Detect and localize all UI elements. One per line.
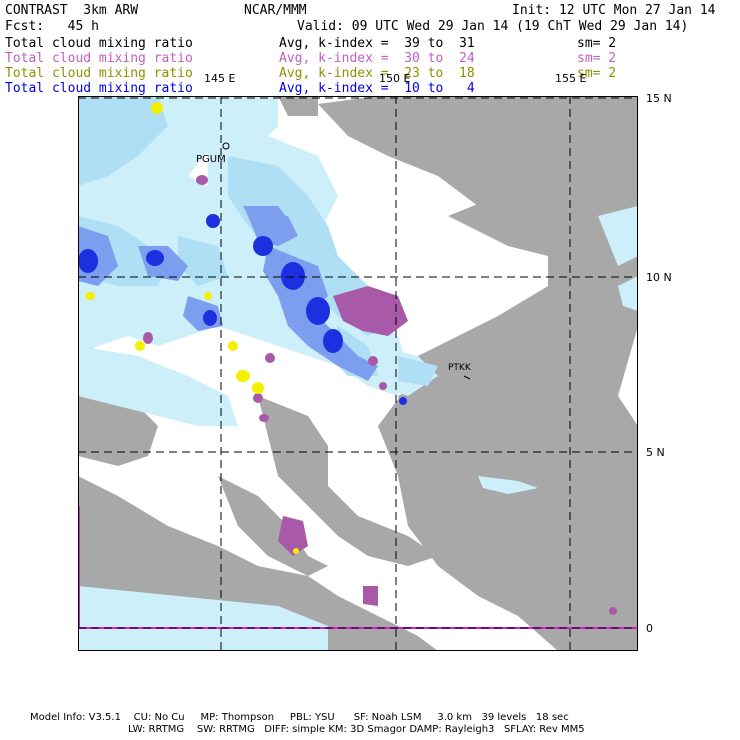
valid-time: Valid: 09 UTC Wed 29 Jan 14 (19 ChT Wed … [297,19,689,34]
station-ptkk-marker [463,375,471,380]
layer-2-field: Total cloud mixing ratio [5,51,193,66]
model-info-line-2: LW: RRTMG SW: RRTMG DIFF: simple KM: 3D … [128,724,585,735]
layer-2-avg: Avg, k-index = 30 to 24 [279,51,475,66]
layer-1-avg: Avg, k-index = 39 to 31 [279,36,475,51]
lat-label-10n: 10 N [646,271,672,284]
lon-label-150e: 150 E [379,72,411,85]
lat-label-15n: 15 N [646,92,672,105]
layer-3-sm: sm= 2 [577,66,617,81]
layer-4-field: Total cloud mixing ratio [5,81,193,96]
dark-blue-cloud-core [78,214,407,405]
layer-1-sm: sm= 2 [577,36,617,51]
lon-label-155e: 155 E [555,72,587,85]
model-title: CONTRAST 3km ARW [5,3,139,18]
purple-cloud-patch [143,175,617,615]
layer-4-avg: Avg, k-index = 10 to 4 [279,81,475,96]
forecast-hour: Fcst: 45 h [5,19,99,34]
station-pgum-label: PGUM [196,154,226,165]
model-info-line-1: Model Info: V3.5.1 CU: No Cu MP: Thompso… [30,712,569,723]
lat-label-0: 0 [646,622,653,635]
forecast-map: PGUM PTKK [78,96,638,651]
yellow-cloud-patch [85,102,299,554]
layer-3-avg: Avg, k-index = 23 to 18 [279,66,475,81]
layer-1-field: Total cloud mixing ratio [5,36,193,51]
lat-label-5n: 5 N [646,446,665,459]
station-ptkk-label: PTKK [448,363,472,373]
lon-label-145e: 145 E [204,72,236,85]
lat-lon-grid [78,96,638,651]
station-pgum-marker [222,142,230,150]
map-frame [78,96,638,651]
layer-3-field: Total cloud mixing ratio [5,66,193,81]
init-time: Init: 12 UTC Mon 27 Jan 14 [512,3,716,18]
layer-2-sm: sm= 2 [577,51,617,66]
institution-label: NCAR/MMM [244,3,307,18]
